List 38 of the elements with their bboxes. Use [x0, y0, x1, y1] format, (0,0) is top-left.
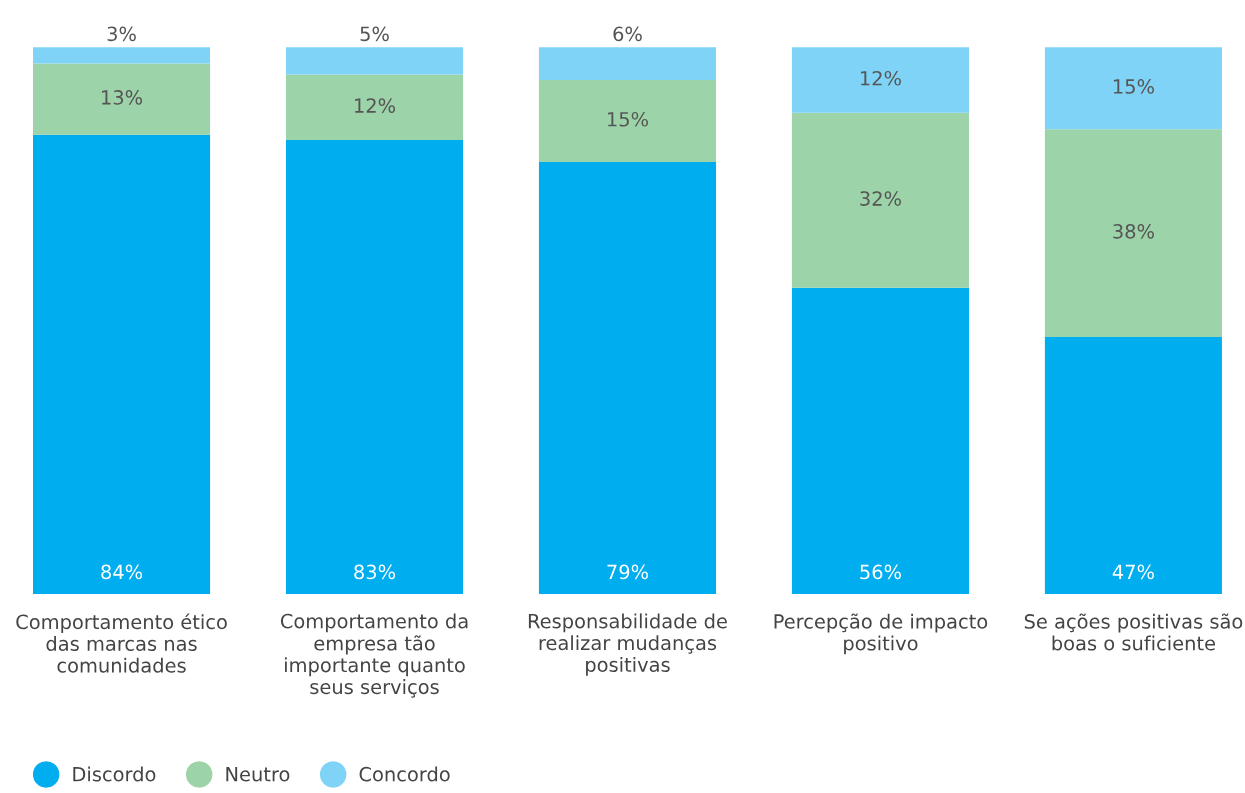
data-label: 83%: [354, 564, 396, 580]
bar: [791, 287, 969, 594]
bar: [285, 140, 464, 594]
data-label: 47%: [1112, 564, 1154, 580]
legend-label: Concordo: [359, 766, 450, 782]
data-label: 12%: [860, 70, 901, 86]
bar: [538, 161, 717, 594]
bar: [1044, 47, 1222, 130]
x-tick-label: Comportamento da empresa tão importante quanto seus serviços: [280, 613, 468, 698]
bar: [791, 47, 969, 113]
data-label: 79%: [607, 564, 649, 580]
x-tick-label: Comportamento ético das marcas nas comunidades: [16, 613, 227, 673]
x-tick-label: Se ações positivas são boas o suficiente: [1024, 613, 1243, 651]
bar: [32, 63, 211, 135]
legend-label: Neutro: [226, 767, 290, 782]
data-label: 15%: [1113, 79, 1154, 94]
bar: [538, 47, 717, 80]
bar: [1044, 129, 1222, 337]
x-tick-label: Responsabilidade de realizar mudanças positivas: [528, 613, 727, 676]
bar: [32, 134, 211, 594]
data-label: 32%: [860, 191, 901, 206]
bar: [791, 112, 969, 288]
bar: [285, 47, 464, 75]
data-label: 6%: [613, 26, 642, 42]
legend-label: Discordo: [73, 766, 156, 782]
data-label: 3%: [107, 26, 136, 42]
x-tick-label: Percepção de impacto positivo: [774, 613, 988, 655]
bar: [538, 79, 717, 162]
data-label: 56%: [860, 564, 901, 580]
data-label: 13%: [102, 90, 143, 105]
data-label: 84%: [101, 564, 143, 580]
data-label: 12%: [355, 98, 396, 113]
bar: [32, 47, 211, 64]
bar: [1044, 336, 1222, 594]
data-label: 38%: [1113, 224, 1154, 239]
data-label: 5%: [360, 26, 389, 42]
data-label: 15%: [608, 111, 649, 127]
bar: [285, 74, 464, 141]
